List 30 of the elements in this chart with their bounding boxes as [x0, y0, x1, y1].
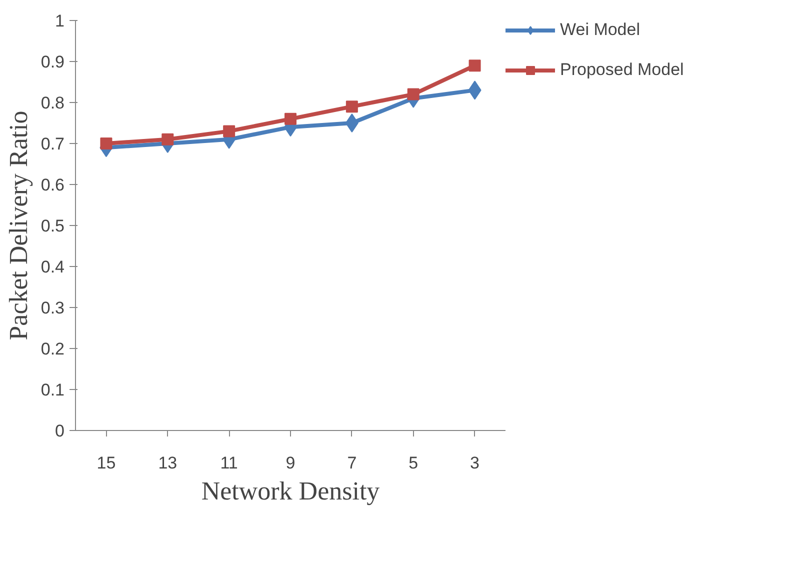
y-tick-label: 0.7	[40, 134, 65, 154]
x-tick-label: 11	[220, 454, 238, 472]
y-tick-label: 0.6	[40, 176, 65, 194]
x-tick-label: 15	[96, 454, 116, 472]
x-tick-label: 5	[408, 454, 418, 472]
x-tick-label: 13	[158, 454, 178, 472]
y-tick-label: 0.9	[40, 52, 65, 72]
point	[284, 112, 296, 125]
point	[468, 60, 481, 72]
point	[223, 125, 236, 138]
point	[345, 114, 358, 132]
point	[162, 133, 174, 146]
x-axis-title: Network Density	[201, 476, 380, 506]
y-tick-label: 1	[55, 12, 65, 30]
point	[100, 138, 112, 150]
x-tick-label: 3	[470, 454, 480, 472]
y-tick-label: 0.1	[40, 380, 65, 400]
y-tick-label: 0.4	[40, 258, 65, 276]
x-tick-label: 9	[286, 454, 296, 472]
y-tick-label: 0	[55, 422, 65, 440]
point	[407, 88, 420, 100]
legend-label: Proposed Model	[560, 60, 684, 80]
point	[346, 100, 358, 113]
y-tick-label: 0.3	[40, 298, 65, 318]
y-axis-title: Packet Delivery Ratio	[4, 110, 33, 340]
y-tick-label: 0.8	[40, 94, 65, 112]
y-tick-label: 0.5	[40, 216, 65, 236]
legend-label: Wei Model	[560, 20, 640, 40]
y-tick-label: 0.2	[40, 340, 65, 358]
x-tick-label: 7	[347, 454, 357, 472]
